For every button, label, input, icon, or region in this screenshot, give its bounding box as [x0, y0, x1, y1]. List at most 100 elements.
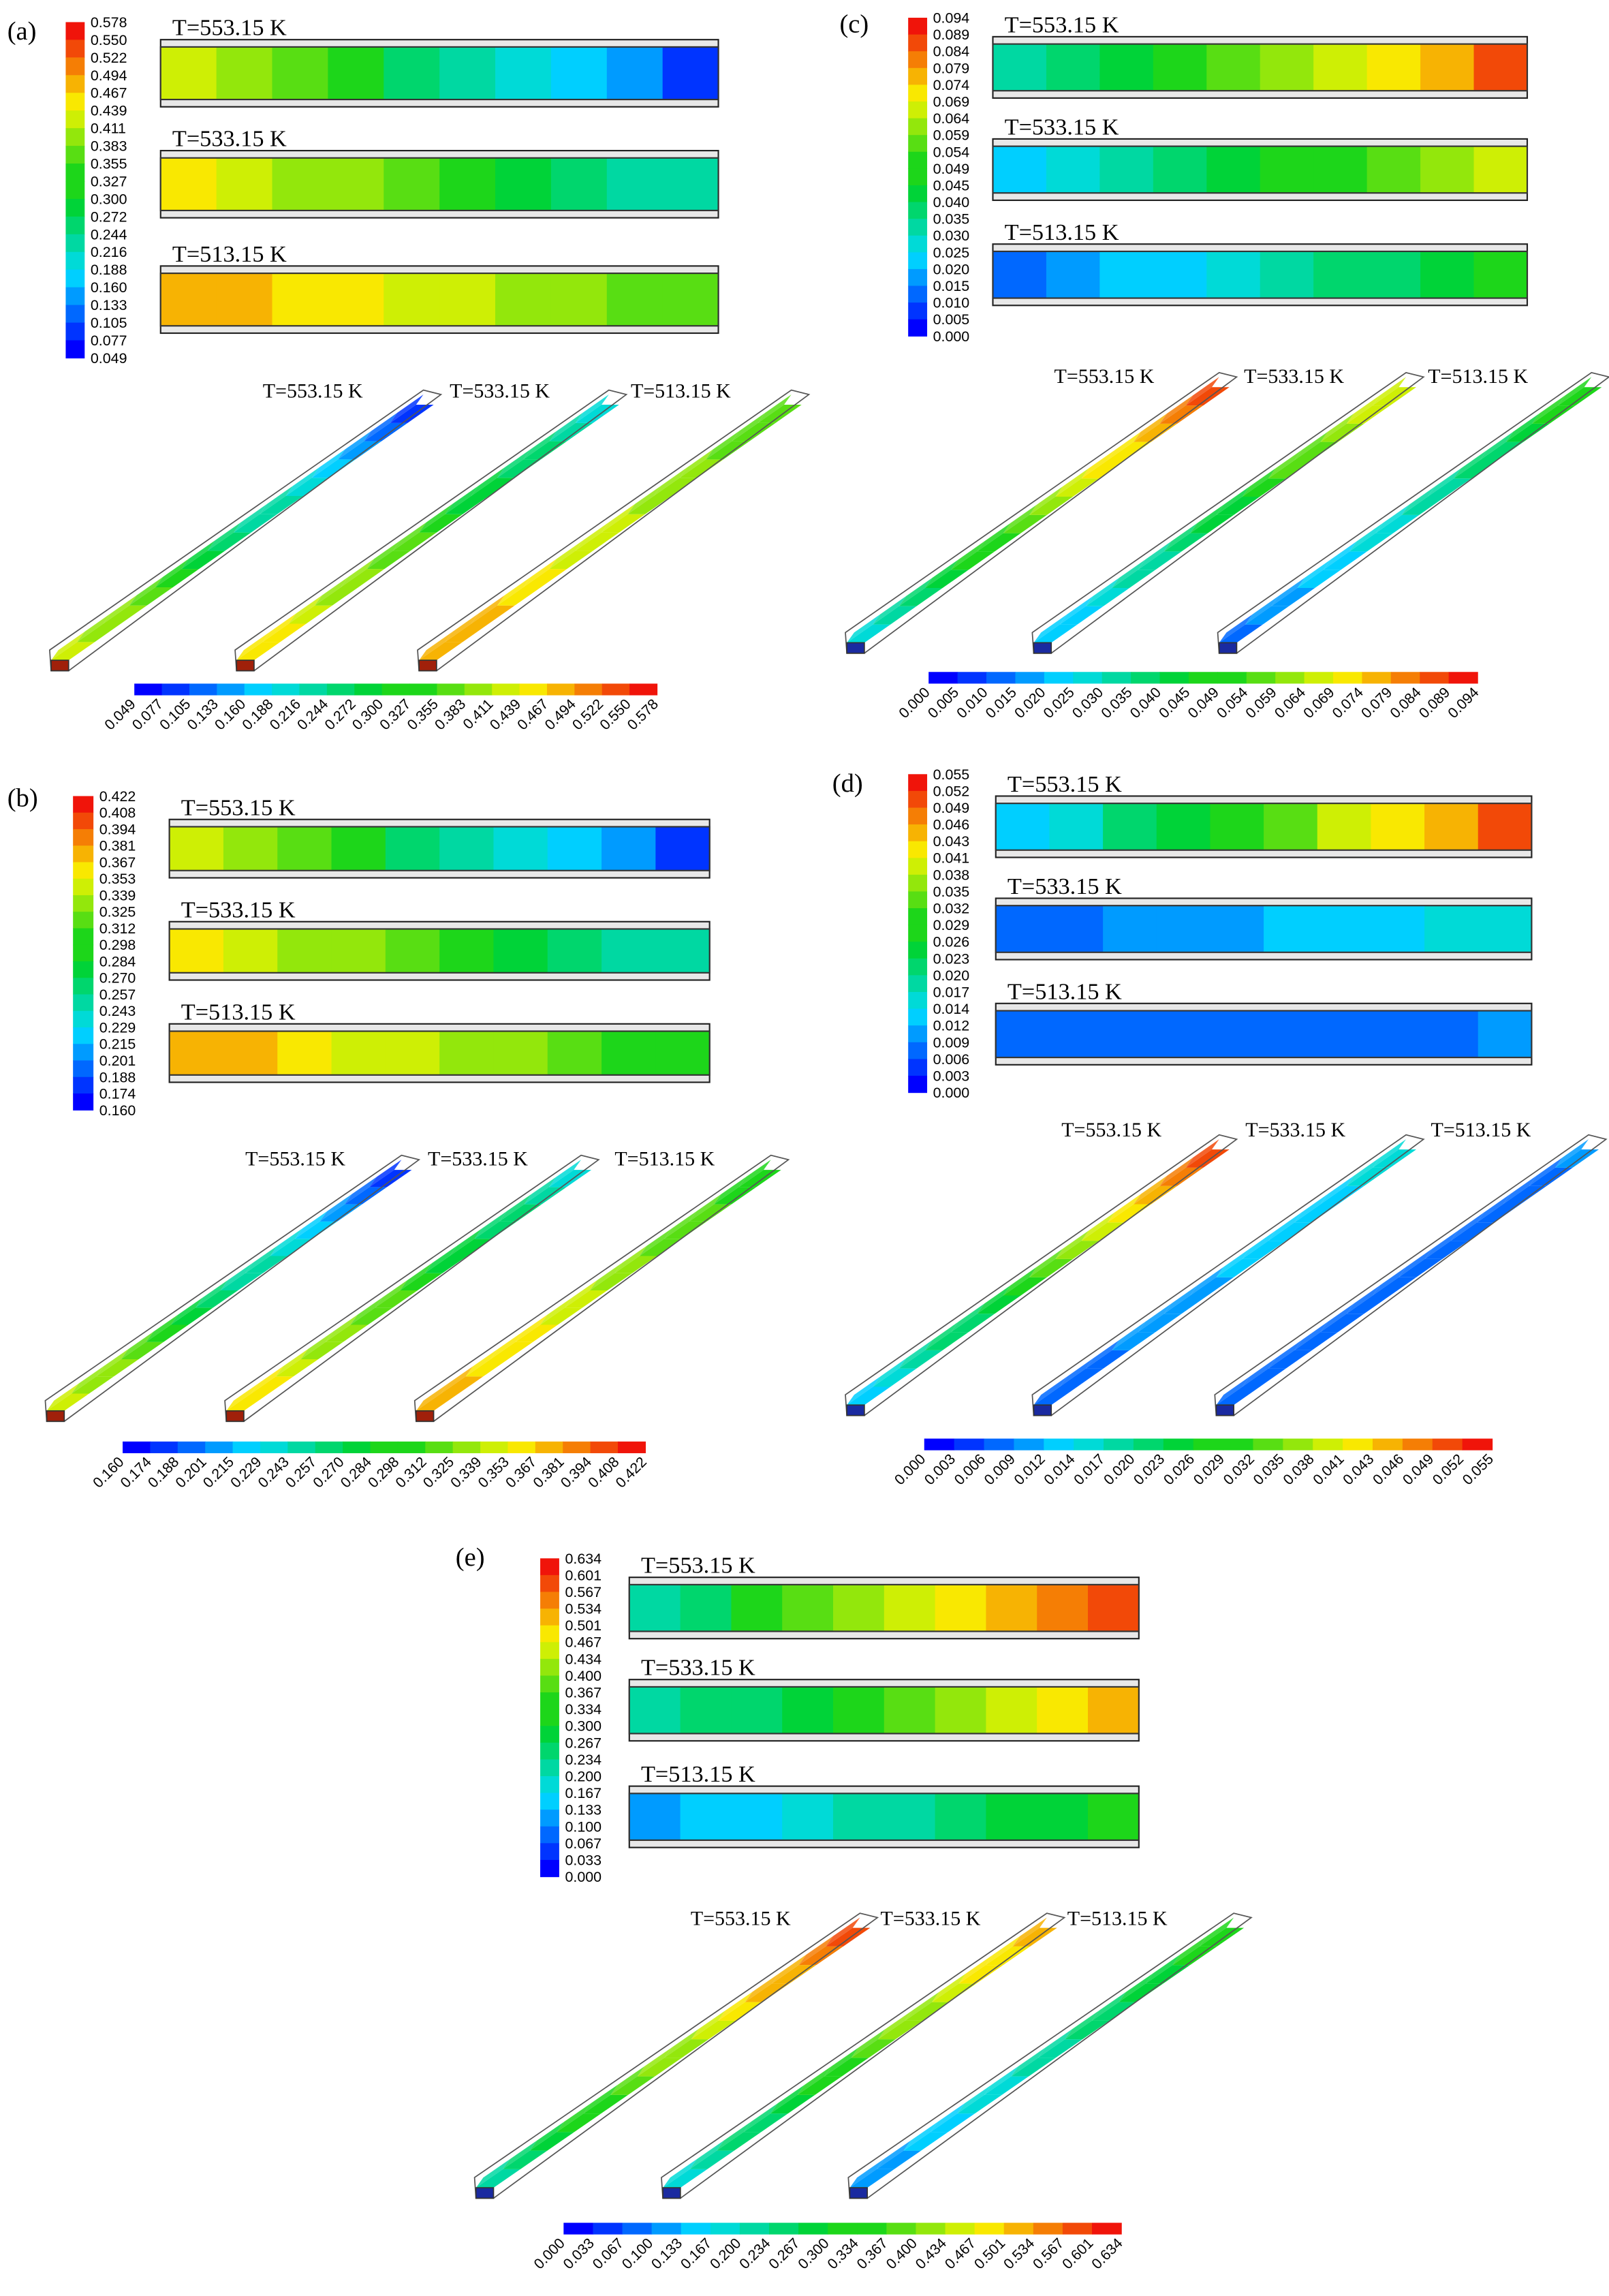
hcolorbar-tick-label: 0.300: [349, 696, 386, 733]
colorbar-segment: [65, 110, 85, 129]
bar-face: [315, 587, 359, 606]
bar-face: [664, 2039, 709, 2058]
strip-segment: [547, 1031, 602, 1075]
colorbar-tick-label: 0.355: [91, 156, 127, 172]
bar-face: [155, 569, 200, 587]
bar-face: [614, 1256, 657, 1273]
bar-top: [732, 412, 766, 441]
bar-top: [1055, 1230, 1089, 1259]
hcolorbar-segment: [1283, 1438, 1313, 1450]
hcolorbar-segment: [1074, 1438, 1104, 1450]
bar-face: [1242, 478, 1286, 497]
bar-inlet: [1218, 642, 1238, 654]
bar-top: [1145, 1955, 1181, 1984]
bar-face: [233, 514, 277, 533]
bar-top: [1185, 377, 1219, 406]
bar-top: [1268, 1212, 1302, 1241]
strip-segment: [1037, 1686, 1089, 1734]
bar-face: [245, 1256, 288, 1273]
strip-segment: [493, 826, 548, 871]
bar-top: [718, 1991, 753, 2021]
bar-top: [1059, 595, 1093, 625]
hcolorbar-tick-label: 0.133: [648, 2235, 685, 2272]
hcolorbar-tick-label: 0.174: [117, 1454, 155, 1491]
bar-face: [824, 2058, 869, 2077]
bar-inlet: [46, 1410, 65, 1423]
strip-segment: [547, 826, 602, 871]
bar-face: [757, 405, 802, 423]
strip-segment: [384, 46, 441, 100]
bar-top: [770, 2084, 805, 2114]
bar-face: [924, 570, 969, 589]
hcolorbar-segment: [150, 1441, 178, 1453]
colorbar-tick-label: 0.054: [933, 144, 970, 160]
bar-inlet: [1033, 1404, 1052, 1416]
colorbar-segment: [908, 118, 928, 136]
bar-top: [294, 1211, 328, 1239]
strip-segment: [328, 157, 385, 211]
strip-segment: [602, 826, 657, 871]
hcolorbar-tick-label: 0.381: [530, 1454, 567, 1491]
bar-face: [899, 1350, 943, 1369]
bar-face: [475, 2169, 520, 2188]
colorbar-tick-label: 0.009: [933, 1034, 970, 1051]
hcolorbar-segment: [1102, 672, 1131, 684]
hcolorbar-tick-label: 0.000: [896, 684, 933, 722]
colorbar-segment: [65, 340, 85, 359]
colorbar-segment: [65, 40, 85, 58]
bar-face: [341, 569, 385, 587]
bar-face: [300, 1341, 343, 1360]
bar-face: [873, 606, 917, 625]
colorbar-segment: [908, 1042, 928, 1060]
hcolorbar-segment: [299, 683, 328, 696]
bar-face: [1055, 1241, 1099, 1259]
colorbar-segment: [73, 961, 94, 978]
colorbar-tick-label: 0.000: [933, 1085, 970, 1101]
bar-face: [664, 1221, 707, 1239]
bar-top: [1294, 1322, 1328, 1350]
strip-border: [168, 928, 710, 974]
colorbar-tick-label: 0.015: [933, 278, 970, 294]
strip-segment: [884, 1584, 936, 1632]
hcolorbar-tick-label: 0.003: [921, 1450, 958, 1488]
bar-top: [471, 595, 505, 624]
hcolorbar-segment: [710, 2222, 740, 2235]
bar-top: [1373, 1267, 1407, 1296]
strip-segment: [1049, 803, 1104, 850]
hcolorbar-segment: [464, 683, 493, 696]
bar-temperature-label: T=553.15 K: [691, 1907, 791, 1929]
bar-top: [226, 1383, 259, 1411]
strip-border: [992, 250, 1529, 299]
bar-face: [1029, 497, 1074, 515]
hcolorbar-tick-label: 0.394: [557, 1454, 595, 1491]
strip-segment: [272, 157, 329, 211]
colorbar-tick-label: 0.000: [565, 1869, 602, 1885]
colorbar-segment: [73, 1076, 94, 1094]
strip-segment: [1103, 905, 1157, 952]
bar-top: [288, 595, 322, 624]
hcolorbar-segment: [123, 1441, 151, 1453]
bar-top: [338, 431, 372, 460]
bar-face: [639, 1239, 682, 1256]
hcolorbar-segment: [986, 672, 1016, 684]
colorbar-tick-label: 0.077: [91, 332, 127, 349]
hcolorbar-tick-label: 0.025: [1040, 684, 1078, 722]
bar-top: [977, 523, 1011, 552]
bar-inlet: [225, 1410, 245, 1423]
bar-top: [121, 1331, 154, 1360]
bar-top: [1375, 504, 1409, 533]
hcolorbar-tick-label: 0.033: [560, 2235, 597, 2272]
bar-inlet: [846, 1404, 865, 1416]
temperature-label: T=513.15 K: [172, 241, 287, 267]
bar-top: [851, 2029, 886, 2058]
hcolorbar-segment: [924, 1438, 955, 1450]
hcolorbar-tick-label: 0.094: [1445, 684, 1482, 722]
hcolorbar-segment: [480, 1441, 509, 1453]
colorbar-tick-label: 0.394: [99, 821, 136, 837]
strip-segment: [1264, 803, 1318, 850]
hcolorbar-segment: [1033, 2222, 1063, 2235]
bar-face: [1107, 441, 1151, 461]
colorbar-segment: [540, 1558, 559, 1576]
bar-face: [1294, 1204, 1339, 1223]
colorbar-tick-label: 0.201: [99, 1053, 136, 1069]
